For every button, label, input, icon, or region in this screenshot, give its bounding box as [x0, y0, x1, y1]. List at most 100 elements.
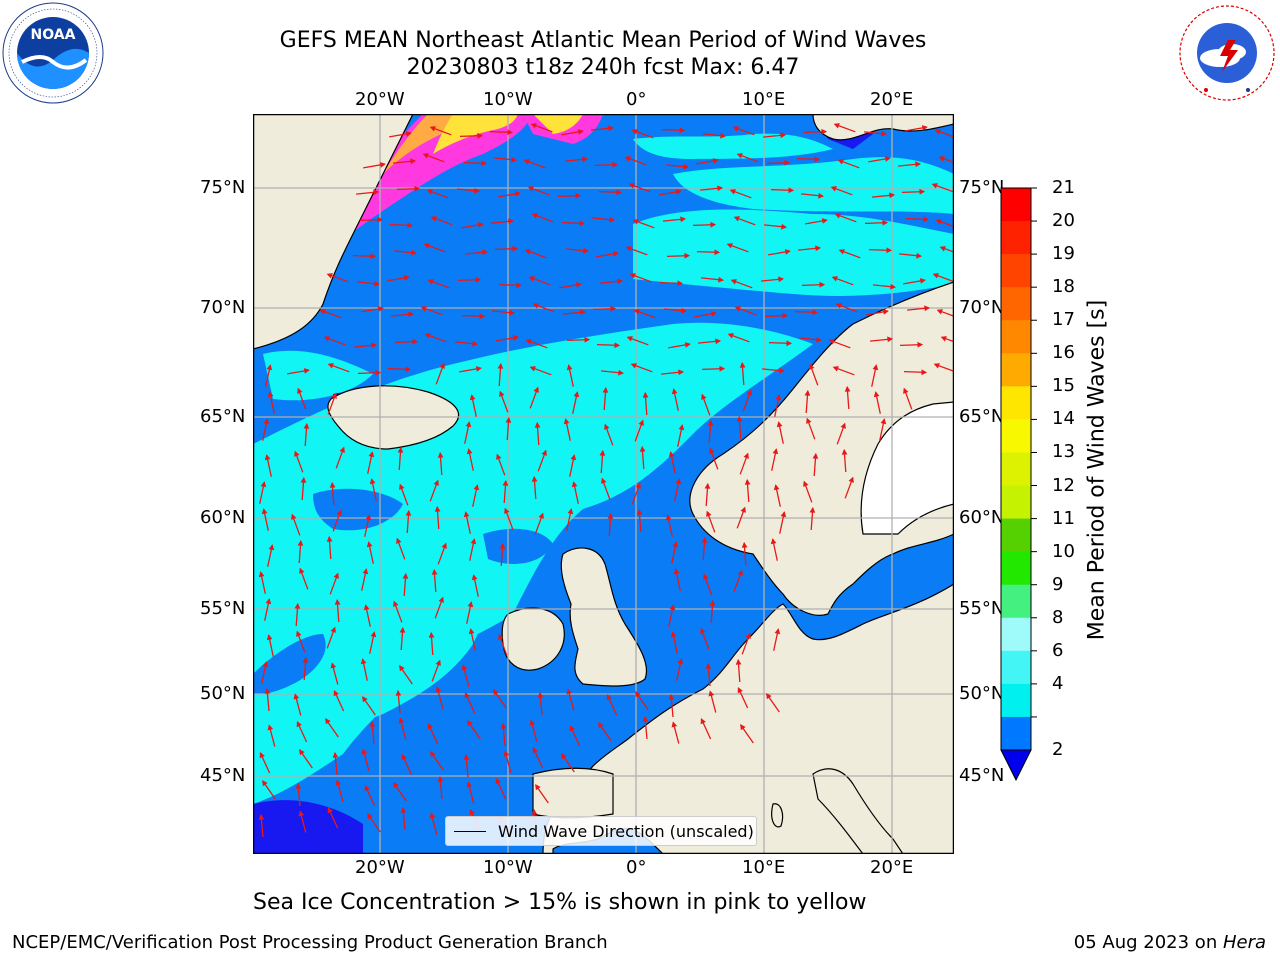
wave-direction-arrowhead [262, 661, 269, 668]
wave-direction-arrowhead [840, 422, 846, 429]
colorbar-segment [1001, 584, 1031, 619]
wave-direction-arrowhead [333, 689, 339, 697]
wave-direction-arrowhead [841, 448, 848, 455]
wave-direction-arrowhead [441, 542, 447, 549]
wave-direction-arrowhead [601, 477, 607, 484]
wave-period-4to6-regions [253, 133, 954, 804]
wave-direction-arrowhead [500, 722, 507, 729]
colorbar-tick-label: 16 [1052, 342, 1075, 364]
wave-direction-arrowhead [669, 604, 676, 611]
colorbar-segment [1001, 419, 1031, 453]
wave-direction-arrowhead [780, 511, 787, 518]
footer-date-text: 05 Aug 2023 on [1073, 932, 1223, 953]
wind-wave-direction-arrows [258, 123, 954, 838]
wave-direction-arrowhead [770, 538, 777, 545]
lon-tick-top: 10°W [483, 89, 533, 110]
wave-direction-arrowhead [737, 686, 743, 694]
wave-direction-arrowhead [469, 808, 475, 816]
wave-direction-arrowhead [399, 665, 405, 672]
colorbar-segment [1001, 353, 1031, 387]
wave-direction-arrowhead [437, 775, 444, 782]
wave-direction-arrowhead [512, 335, 519, 341]
wave-direction-arrowhead [496, 453, 502, 460]
wave-direction-arrowhead [671, 721, 678, 728]
wave-direction-arrowhead [505, 416, 512, 423]
wave-direction-arrowhead [833, 123, 840, 129]
wave-direction-arrowhead [701, 393, 707, 400]
wave-direction-arrowhead [819, 281, 826, 288]
wave-direction-arrowhead [335, 779, 342, 786]
wave-direction-arrowhead [303, 422, 310, 429]
wave-direction-arrowhead [803, 480, 809, 487]
lon-tick-bottom: 20°W [355, 857, 405, 878]
wave-direction-arrowhead [266, 634, 273, 641]
wave-direction-arrowhead [737, 569, 743, 576]
wave-direction-arrowhead [411, 249, 417, 256]
wave-direction-arrowhead [886, 247, 893, 254]
wave-direction-arrowhead [477, 132, 484, 139]
wave-direction-arrowhead [776, 421, 783, 428]
lat-tick-right: 70°N [959, 297, 1005, 318]
wave-direction-arrowhead [684, 342, 691, 348]
wave-direction-arrowhead [575, 192, 582, 199]
wave-direction-arrowhead [715, 338, 721, 345]
colorbar [1000, 187, 1037, 782]
wave-direction-arrowhead [830, 186, 837, 192]
wave-direction-arrowhead [369, 478, 376, 485]
wave-direction-arrowhead [812, 309, 819, 316]
wave-direction-arrowhead [678, 424, 685, 431]
wave-direction-arrowhead [511, 156, 517, 163]
lat-tick-left: 60°N [200, 507, 246, 528]
wave-direction-arrowhead [461, 664, 468, 671]
wave-direction-arrowhead [614, 342, 621, 349]
wave-direction-arrowhead [921, 125, 928, 131]
wave-direction-arrowhead [327, 363, 334, 369]
colorbar-segment [1001, 551, 1031, 586]
wave-direction-arrowhead [366, 541, 373, 548]
wave-direction-arrowhead [530, 123, 537, 129]
wave-direction-arrowhead [375, 369, 382, 376]
wave-direction-arrowhead [815, 245, 821, 252]
wave-direction-arrowhead [472, 340, 478, 347]
wave-direction-arrowhead [832, 366, 839, 372]
wave-direction-arrowhead [700, 627, 706, 634]
wave-direction-arrowhead [541, 449, 547, 456]
wave-direction-arrowhead [818, 192, 824, 199]
wave-direction-arrowhead [405, 131, 412, 137]
wave-direction-arrowhead [809, 363, 815, 370]
wave-direction-arrowhead [405, 366, 412, 373]
wave-direction-arrowhead [631, 129, 638, 135]
wave-direction-arrowhead [831, 276, 838, 282]
wave-direction-arrowhead [580, 309, 586, 316]
wave-direction-arrowhead [367, 813, 373, 820]
wave-direction-arrowhead [939, 246, 946, 252]
wave-direction-arrowhead [267, 391, 274, 398]
sea-ice-note: Sea Ice Concentration > 15% is shown in … [253, 890, 867, 915]
ireland [501, 607, 565, 671]
colorbar-tick-label: 6 [1052, 639, 1064, 661]
wave-direction-arrowhead [466, 448, 473, 455]
wave-direction-arrowhead [435, 686, 442, 693]
wave-direction-arrowhead [423, 243, 430, 249]
wave-direction-arrowhead [532, 746, 538, 754]
wave-direction-arrowhead [740, 724, 746, 731]
wave-direction-arrowhead [365, 514, 372, 521]
wave-direction-arrowhead [733, 216, 740, 222]
lat-tick-left: 70°N [200, 297, 246, 318]
wave-direction-arrowhead [673, 568, 680, 575]
wave-direction-arrowhead [704, 482, 711, 489]
wave-direction-arrowhead [703, 573, 709, 580]
noaa-logo-text: NOAA [31, 27, 76, 43]
wave-direction-arrowhead [745, 632, 751, 639]
wave-direction-arrowhead [707, 419, 714, 426]
lat-tick-left: 50°N [200, 683, 246, 704]
wave-direction-arrowhead [599, 449, 606, 456]
wave-direction-arrowhead [677, 658, 684, 665]
wave-direction-arrowhead [884, 156, 891, 162]
wave-direction-arrowhead [639, 445, 646, 452]
wave-direction-arrowhead [514, 191, 521, 197]
lat-tick-left: 65°N [200, 406, 246, 427]
wave-direction-arrowhead [523, 159, 530, 165]
wave-direction-arrowhead [809, 506, 816, 513]
wave-direction-arrowhead [331, 392, 337, 399]
